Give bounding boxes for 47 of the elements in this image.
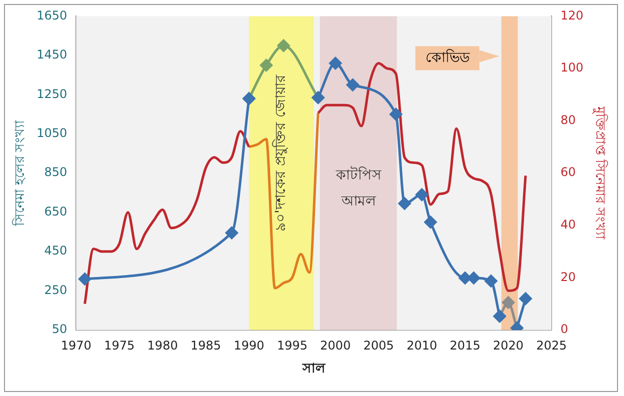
y-tick-label: 1050 [36, 126, 68, 140]
x-tick-label: 2025 [536, 338, 567, 352]
band-label: কোভিড [425, 48, 470, 66]
point [398, 197, 411, 210]
point [78, 272, 92, 286]
y-tick-label: 1450 [36, 48, 68, 62]
y-axis-title: সিনেমা হলের সংখ্যা [12, 120, 28, 228]
y-tick-label: 250 [44, 282, 68, 297]
x-tick-label: 1970 [60, 338, 92, 352]
point [225, 226, 238, 240]
y2-axis-title: মুক্তিপ্রাপ্ত সিনেমার সংখ্যা [592, 105, 608, 240]
x-tick-label: 2015 [450, 338, 480, 352]
y2-tick-label: 100 [560, 60, 584, 75]
point [424, 216, 437, 228]
y2-tick-label: 20 [560, 270, 576, 284]
point [519, 292, 532, 305]
point [390, 108, 402, 121]
point [329, 57, 342, 70]
x-tick-label: 2010 [406, 338, 438, 352]
x-tick-label: 2020 [493, 338, 524, 352]
x-axis-title: সাল [301, 362, 326, 377]
y2-tick-label: 80 [560, 112, 576, 127]
x-tick-label: 1975 [104, 338, 135, 352]
y2-tick-label: 120 [560, 8, 584, 22]
y2-tick-label: 60 [560, 165, 576, 180]
x-tick-label: 1980 [147, 338, 178, 352]
point [416, 188, 428, 201]
x-tick-label: 2005 [363, 338, 394, 352]
point [484, 274, 498, 288]
x-tick-label: 1990 [234, 338, 264, 352]
band-label: ৯০'দশকের প্রযুক্তির জোয়ার [272, 74, 290, 232]
x-tick-label: 2000 [320, 338, 351, 352]
point [260, 58, 273, 72]
y-tick-label: 1650 [36, 8, 68, 22]
y-tick-label: 50 [52, 322, 68, 336]
x-tick-label: 1985 [190, 338, 222, 352]
y-tick-label: 450 [44, 244, 68, 258]
y2-tick-label: 0 [560, 322, 568, 336]
point [502, 296, 515, 309]
y-tick-label: 650 [44, 204, 68, 218]
y-tick-label: 1250 [36, 86, 68, 101]
y2-tick-label: 40 [560, 218, 576, 232]
band-label: কাটপিস আমল [334, 166, 382, 210]
y-tick-label: 850 [44, 165, 68, 180]
point [346, 78, 359, 92]
point [277, 39, 290, 52]
x-tick-label: 1995 [276, 338, 308, 352]
